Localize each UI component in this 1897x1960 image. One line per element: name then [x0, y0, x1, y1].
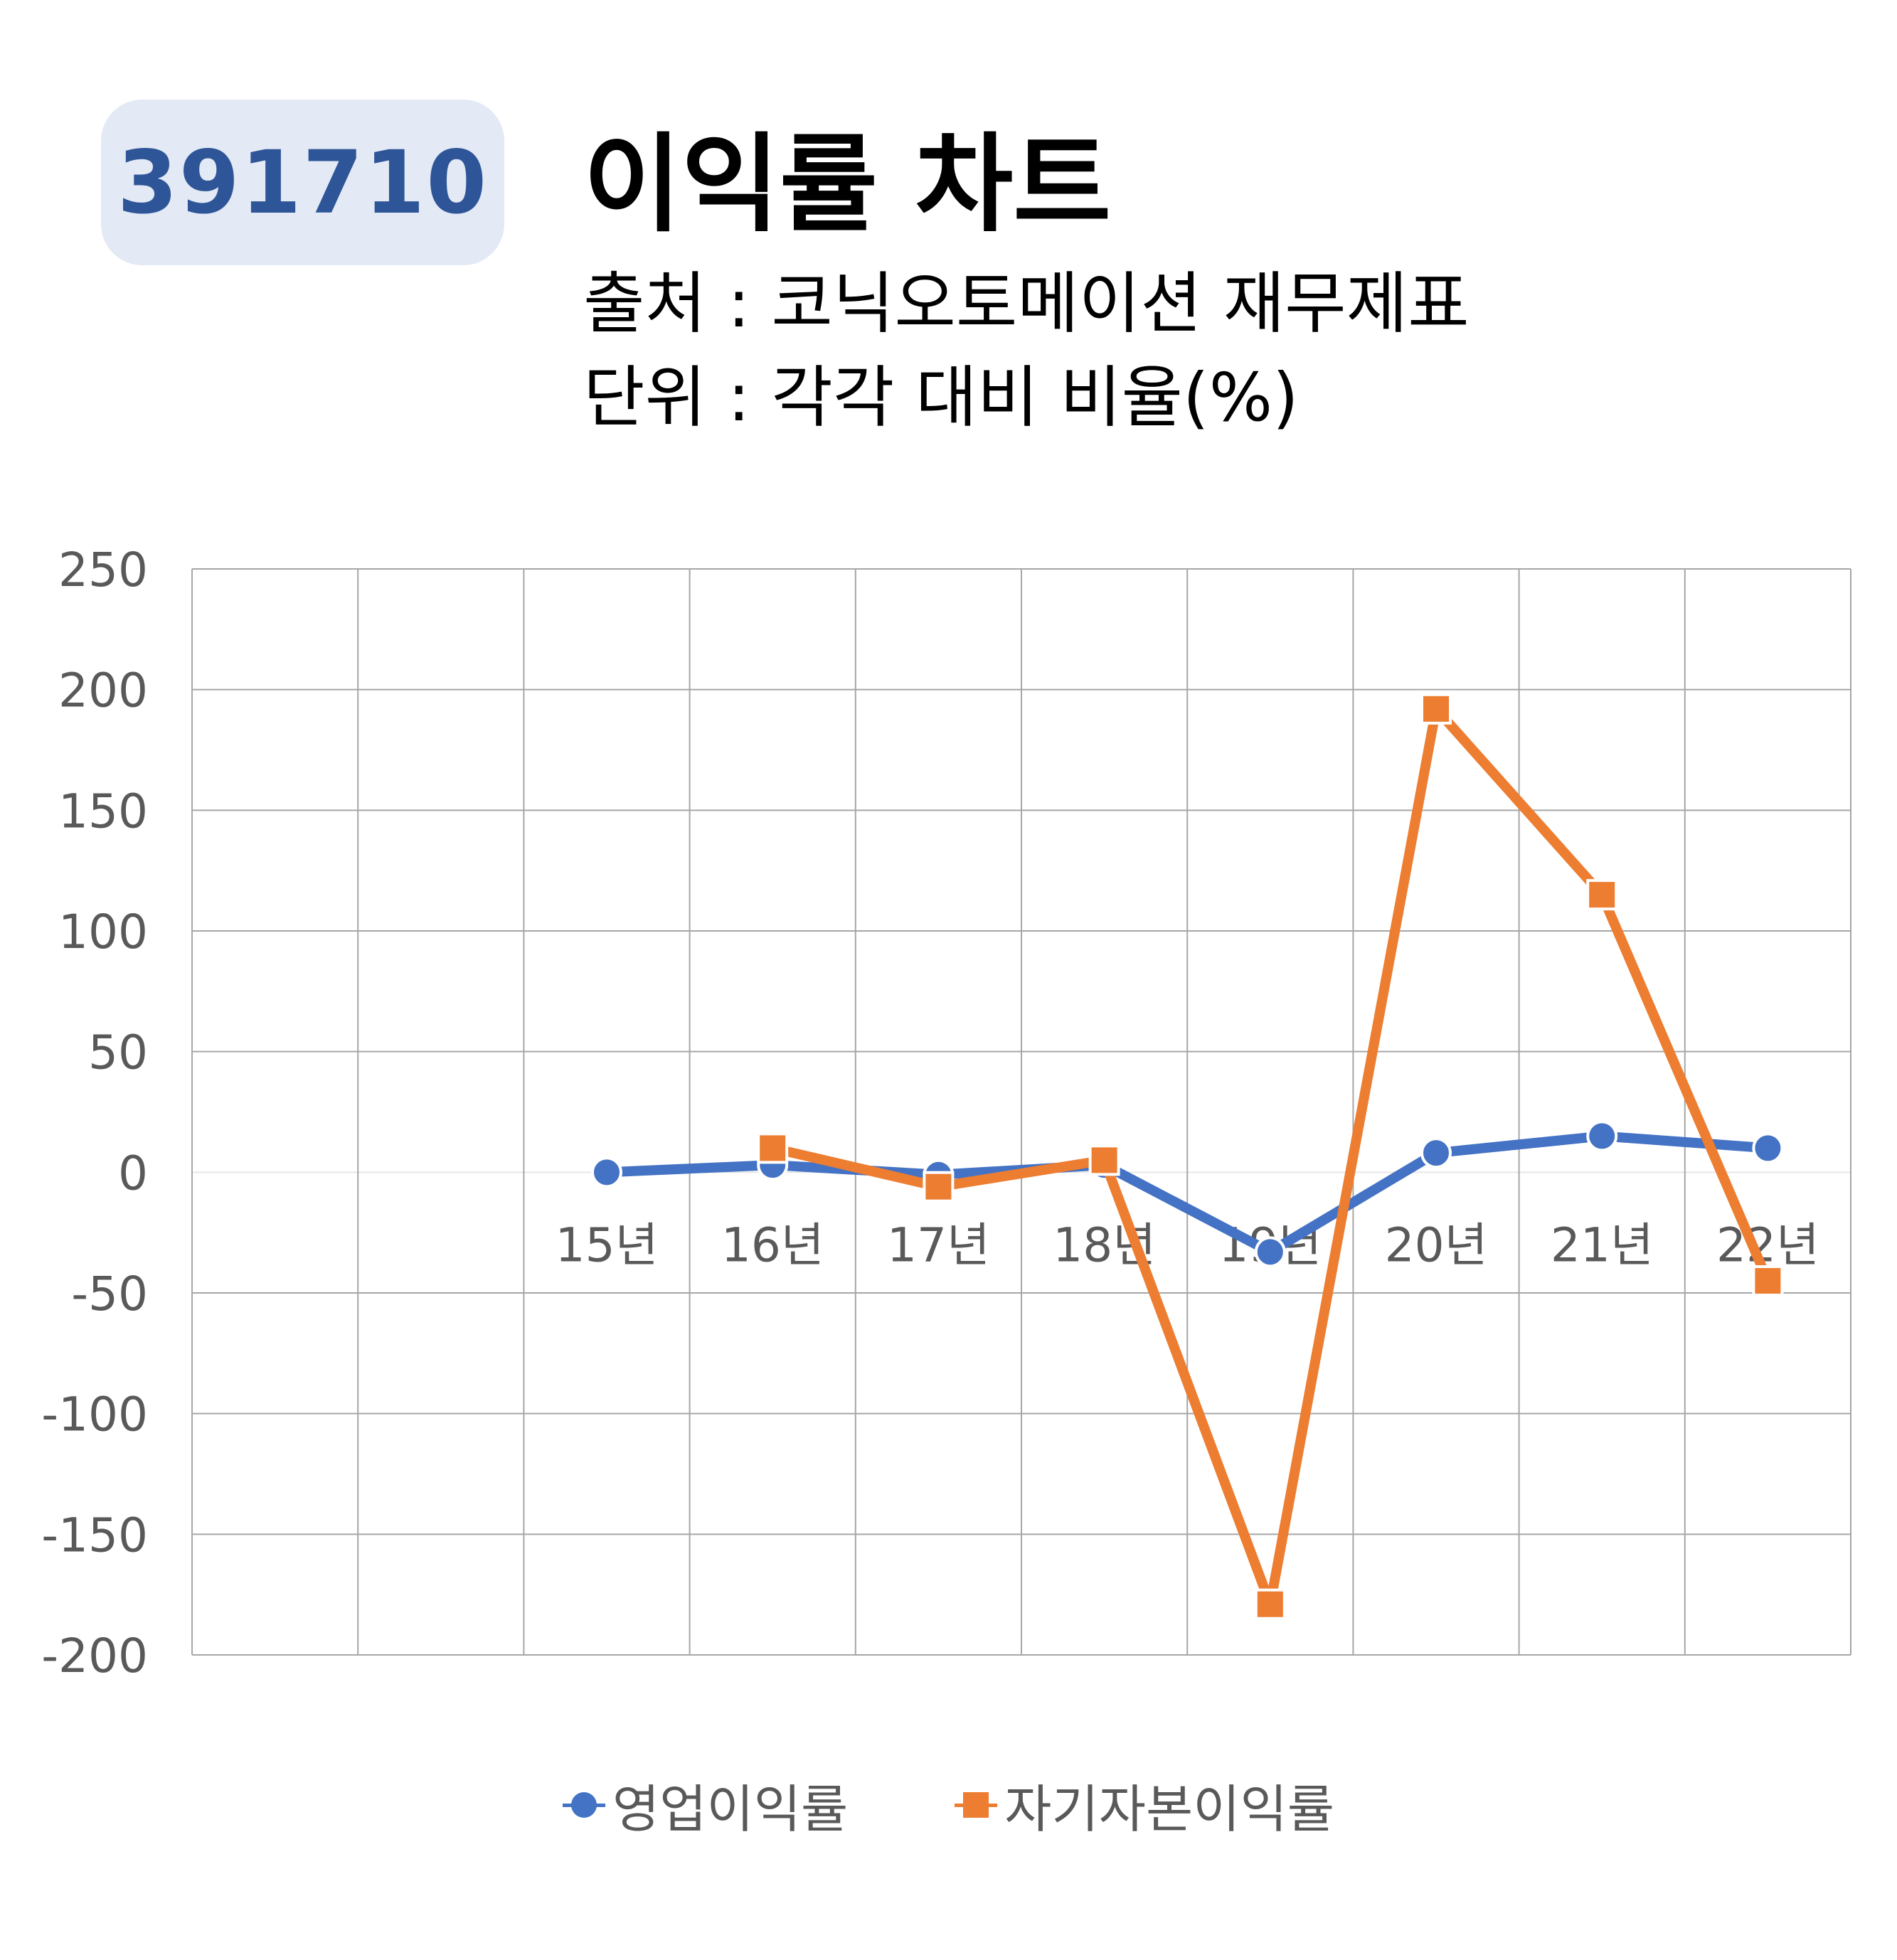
y-tick-label: 50 [88, 1026, 148, 1080]
data-point-circle[interactable] [591, 1156, 622, 1188]
data-point-square[interactable] [757, 1132, 789, 1164]
y-tick-label: 150 [58, 784, 148, 838]
x-tick-label: 17년 [887, 1218, 990, 1272]
series-line-roe [767, 703, 1773, 1609]
data-point-square[interactable] [923, 1171, 955, 1203]
series-line-operating-margin [602, 1131, 1773, 1257]
data-point-circle[interactable] [1420, 1137, 1452, 1169]
unit-note: 단위 : 각각 대비 비율(%) [583, 359, 1299, 437]
y-tick-label: -100 [41, 1388, 148, 1442]
series-lines [591, 693, 1784, 1620]
chart-legend: 영업이익률 자기자본이익률 [0, 1767, 1897, 1842]
x-tick-label: 21년 [1551, 1218, 1654, 1272]
y-tick-label: -50 [71, 1267, 148, 1321]
x-tick-label: 16년 [721, 1218, 824, 1272]
data-point-circle[interactable] [1752, 1132, 1784, 1164]
legend-label: 자기자본이익률 [1004, 1779, 1334, 1839]
data-point-square[interactable] [1586, 879, 1618, 911]
legend-square-marker-icon [955, 1791, 998, 1819]
data-point-square[interactable] [1752, 1265, 1784, 1297]
page-title: 이익률 차트 [583, 123, 1112, 247]
legend-item-operating-margin[interactable]: 영업이익률 [563, 1767, 848, 1842]
y-axis-tick-labels: 250 200 150 100 50 0 -50 -100 -150 -200 [41, 543, 148, 1683]
data-point-circle[interactable] [1254, 1236, 1286, 1268]
stock-code-badge: 391710 [101, 100, 504, 265]
x-tick-label: 22년 [1716, 1218, 1819, 1272]
x-tick-label: 15년 [556, 1218, 659, 1272]
y-tick-label: 200 [58, 664, 148, 718]
legend-circle-marker-icon [563, 1791, 606, 1819]
data-point-square[interactable] [1088, 1144, 1120, 1176]
y-tick-label: 100 [58, 905, 148, 959]
y-tick-label: -200 [41, 1629, 148, 1683]
legend-label: 영업이익률 [612, 1779, 849, 1839]
data-point-circle[interactable] [1586, 1120, 1618, 1152]
grid-lines [191, 568, 1851, 1656]
x-tick-label: 20년 [1385, 1218, 1488, 1272]
data-point-square[interactable] [1254, 1588, 1286, 1620]
y-tick-label: 0 [118, 1146, 148, 1200]
y-tick-label: 250 [58, 543, 148, 597]
source-note: 출처 : 코닉오토메이션 재무제표 [583, 265, 1470, 343]
y-tick-label: -150 [41, 1508, 148, 1562]
legend-item-roe[interactable]: 자기자본이익률 [955, 1767, 1334, 1842]
data-point-square[interactable] [1420, 693, 1452, 725]
